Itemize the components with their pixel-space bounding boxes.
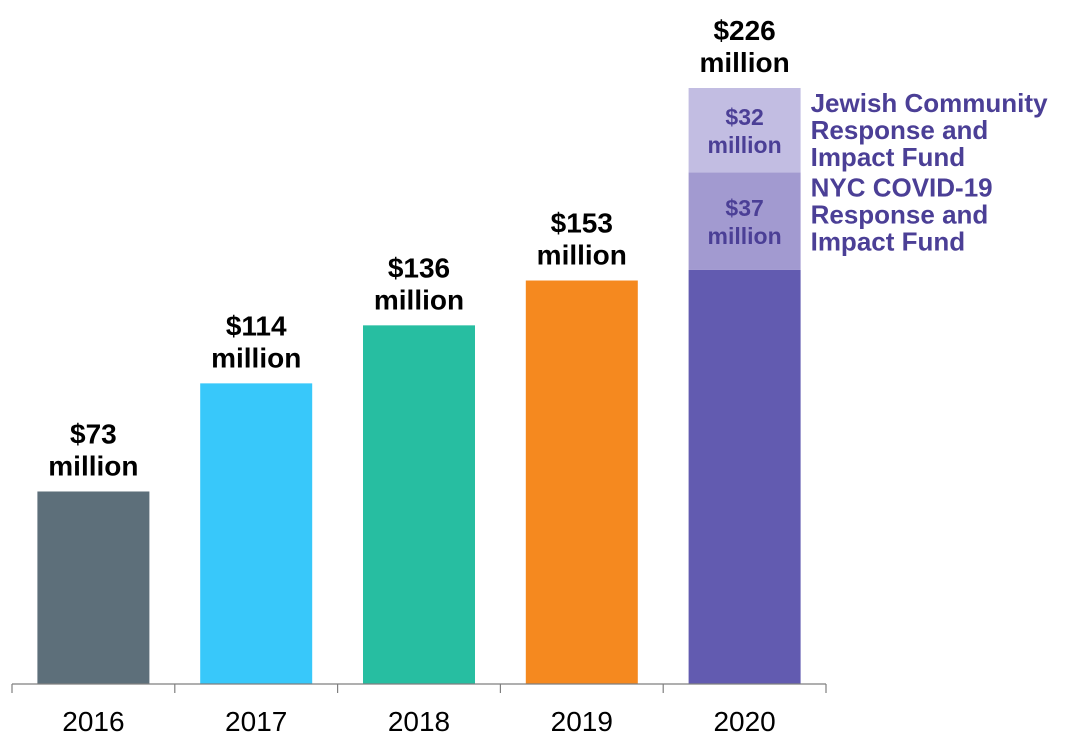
bar-segment-2020-1 bbox=[688, 172, 801, 270]
segment-label-2020-1: $37 million bbox=[708, 195, 782, 249]
bar-2017 bbox=[200, 383, 313, 684]
total-label-2016: $73 million bbox=[48, 418, 138, 481]
x-tick-label-2018: 2018 bbox=[388, 706, 450, 736]
bar-segment-2020-2 bbox=[688, 88, 801, 173]
total-label-2018: $136 million bbox=[374, 252, 464, 315]
x-tick-label-2020: 2020 bbox=[713, 706, 775, 736]
x-tick-label-2017: 2017 bbox=[225, 706, 287, 736]
total-label-2020: $226 million bbox=[699, 15, 789, 78]
segment-label-2020-2: $32 million bbox=[708, 104, 782, 158]
x-tick-label-2016: 2016 bbox=[62, 706, 124, 736]
bar-2018 bbox=[363, 325, 475, 684]
series-label-2: Jewish Community Response and Impact Fund bbox=[811, 88, 1048, 172]
bar-2019 bbox=[525, 280, 638, 684]
bar-2020 bbox=[688, 269, 801, 684]
x-tick-label-2019: 2019 bbox=[551, 706, 613, 736]
total-label-2019: $153 million bbox=[537, 208, 627, 271]
bar-2016 bbox=[37, 491, 150, 684]
series-label-1: NYC COVID-19 Response and Impact Fund bbox=[811, 172, 993, 256]
total-label-2017: $114 million bbox=[211, 310, 301, 373]
